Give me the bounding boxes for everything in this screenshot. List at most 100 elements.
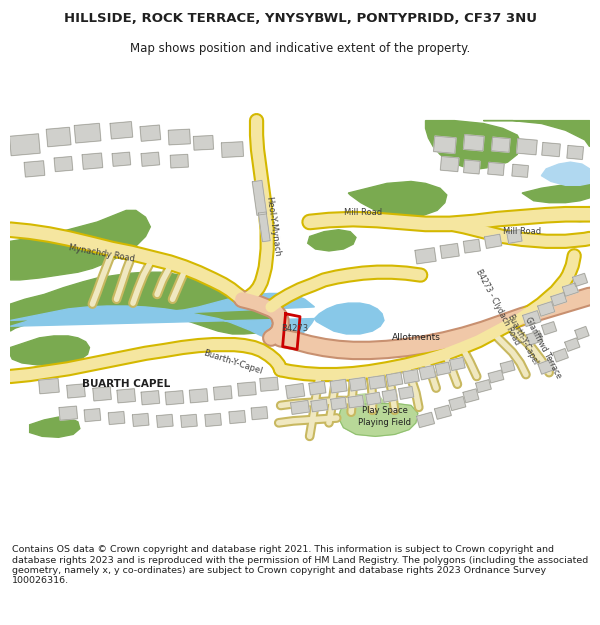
Polygon shape [500, 361, 515, 373]
Polygon shape [253, 181, 266, 215]
Polygon shape [251, 407, 268, 419]
Polygon shape [476, 380, 491, 392]
Polygon shape [488, 162, 504, 176]
Polygon shape [527, 331, 543, 345]
Polygon shape [348, 396, 364, 408]
Polygon shape [541, 162, 590, 185]
Polygon shape [308, 230, 356, 251]
Polygon shape [434, 136, 456, 153]
Polygon shape [440, 244, 459, 258]
Polygon shape [10, 294, 314, 343]
Polygon shape [165, 391, 184, 405]
Polygon shape [24, 161, 45, 177]
Polygon shape [542, 142, 560, 157]
Polygon shape [522, 183, 590, 203]
Polygon shape [434, 405, 451, 419]
Polygon shape [10, 336, 89, 365]
Polygon shape [403, 369, 419, 384]
Polygon shape [464, 135, 484, 151]
Polygon shape [205, 414, 221, 426]
Polygon shape [39, 379, 59, 394]
Polygon shape [82, 153, 103, 169]
Polygon shape [141, 152, 160, 166]
Polygon shape [59, 406, 77, 420]
Text: Map shows position and indicative extent of the property.: Map shows position and indicative extent… [130, 42, 470, 55]
Polygon shape [10, 211, 151, 280]
Polygon shape [141, 391, 160, 405]
Text: Mill Road: Mill Road [503, 227, 541, 236]
Polygon shape [463, 239, 481, 253]
Text: Playing Field: Playing Field [358, 418, 412, 428]
Polygon shape [419, 366, 436, 380]
Polygon shape [10, 134, 40, 156]
Polygon shape [338, 404, 418, 436]
Polygon shape [238, 382, 256, 396]
Polygon shape [425, 121, 522, 169]
Polygon shape [464, 160, 480, 174]
Polygon shape [553, 349, 568, 362]
Polygon shape [449, 357, 465, 371]
Polygon shape [416, 412, 434, 428]
Polygon shape [491, 138, 510, 152]
Polygon shape [382, 389, 397, 402]
Polygon shape [330, 379, 347, 393]
Polygon shape [572, 273, 587, 286]
Polygon shape [74, 123, 101, 143]
Text: BUARTH CAPEL: BUARTH CAPEL [82, 379, 170, 389]
Polygon shape [193, 136, 214, 150]
Polygon shape [415, 248, 436, 264]
Polygon shape [157, 414, 173, 428]
Polygon shape [286, 384, 305, 398]
Polygon shape [484, 121, 590, 147]
Polygon shape [344, 394, 385, 415]
Polygon shape [386, 372, 403, 386]
Polygon shape [46, 127, 71, 147]
Polygon shape [435, 362, 451, 376]
Polygon shape [140, 125, 161, 141]
Text: Mynachdy Road: Mynachdy Road [68, 244, 136, 264]
Polygon shape [260, 378, 278, 391]
Polygon shape [349, 378, 367, 391]
Text: Mill Road: Mill Road [344, 208, 382, 217]
Polygon shape [67, 384, 85, 398]
Text: HILLSIDE, ROCK TERRACE, YNYSYBWL, PONTYPRIDD, CF37 3NU: HILLSIDE, ROCK TERRACE, YNYSYBWL, PONTYP… [64, 12, 536, 26]
Polygon shape [29, 417, 80, 437]
Polygon shape [109, 411, 125, 424]
Polygon shape [314, 303, 384, 334]
Polygon shape [366, 392, 381, 405]
Polygon shape [290, 401, 310, 414]
Polygon shape [311, 399, 328, 412]
Polygon shape [10, 272, 281, 334]
Polygon shape [117, 389, 136, 402]
Text: Buarth-Y-Capel: Buarth-Y-Capel [505, 313, 539, 367]
Polygon shape [112, 152, 131, 166]
Polygon shape [562, 283, 578, 296]
Polygon shape [512, 164, 529, 177]
Polygon shape [309, 381, 326, 395]
Polygon shape [331, 398, 347, 410]
Polygon shape [565, 338, 580, 351]
Text: Heol-Y-Mynach: Heol-Y-Mynach [264, 196, 281, 258]
Polygon shape [214, 386, 232, 400]
Polygon shape [190, 389, 208, 402]
Polygon shape [221, 142, 244, 158]
Polygon shape [449, 396, 466, 411]
Polygon shape [348, 181, 447, 217]
Polygon shape [259, 212, 270, 242]
Polygon shape [463, 389, 479, 402]
Polygon shape [575, 326, 589, 339]
Polygon shape [484, 234, 502, 248]
Polygon shape [568, 206, 590, 222]
Polygon shape [542, 322, 557, 335]
Polygon shape [488, 370, 504, 383]
Polygon shape [84, 409, 101, 421]
Polygon shape [440, 157, 459, 171]
Polygon shape [398, 386, 414, 399]
Polygon shape [133, 414, 149, 426]
Polygon shape [523, 311, 541, 326]
Text: Contains OS data © Crown copyright and database right 2021. This information is : Contains OS data © Crown copyright and d… [12, 545, 588, 586]
Text: Play Space: Play Space [362, 406, 408, 415]
Polygon shape [54, 157, 73, 171]
Polygon shape [538, 359, 554, 374]
Text: Allotments: Allotments [391, 333, 440, 342]
